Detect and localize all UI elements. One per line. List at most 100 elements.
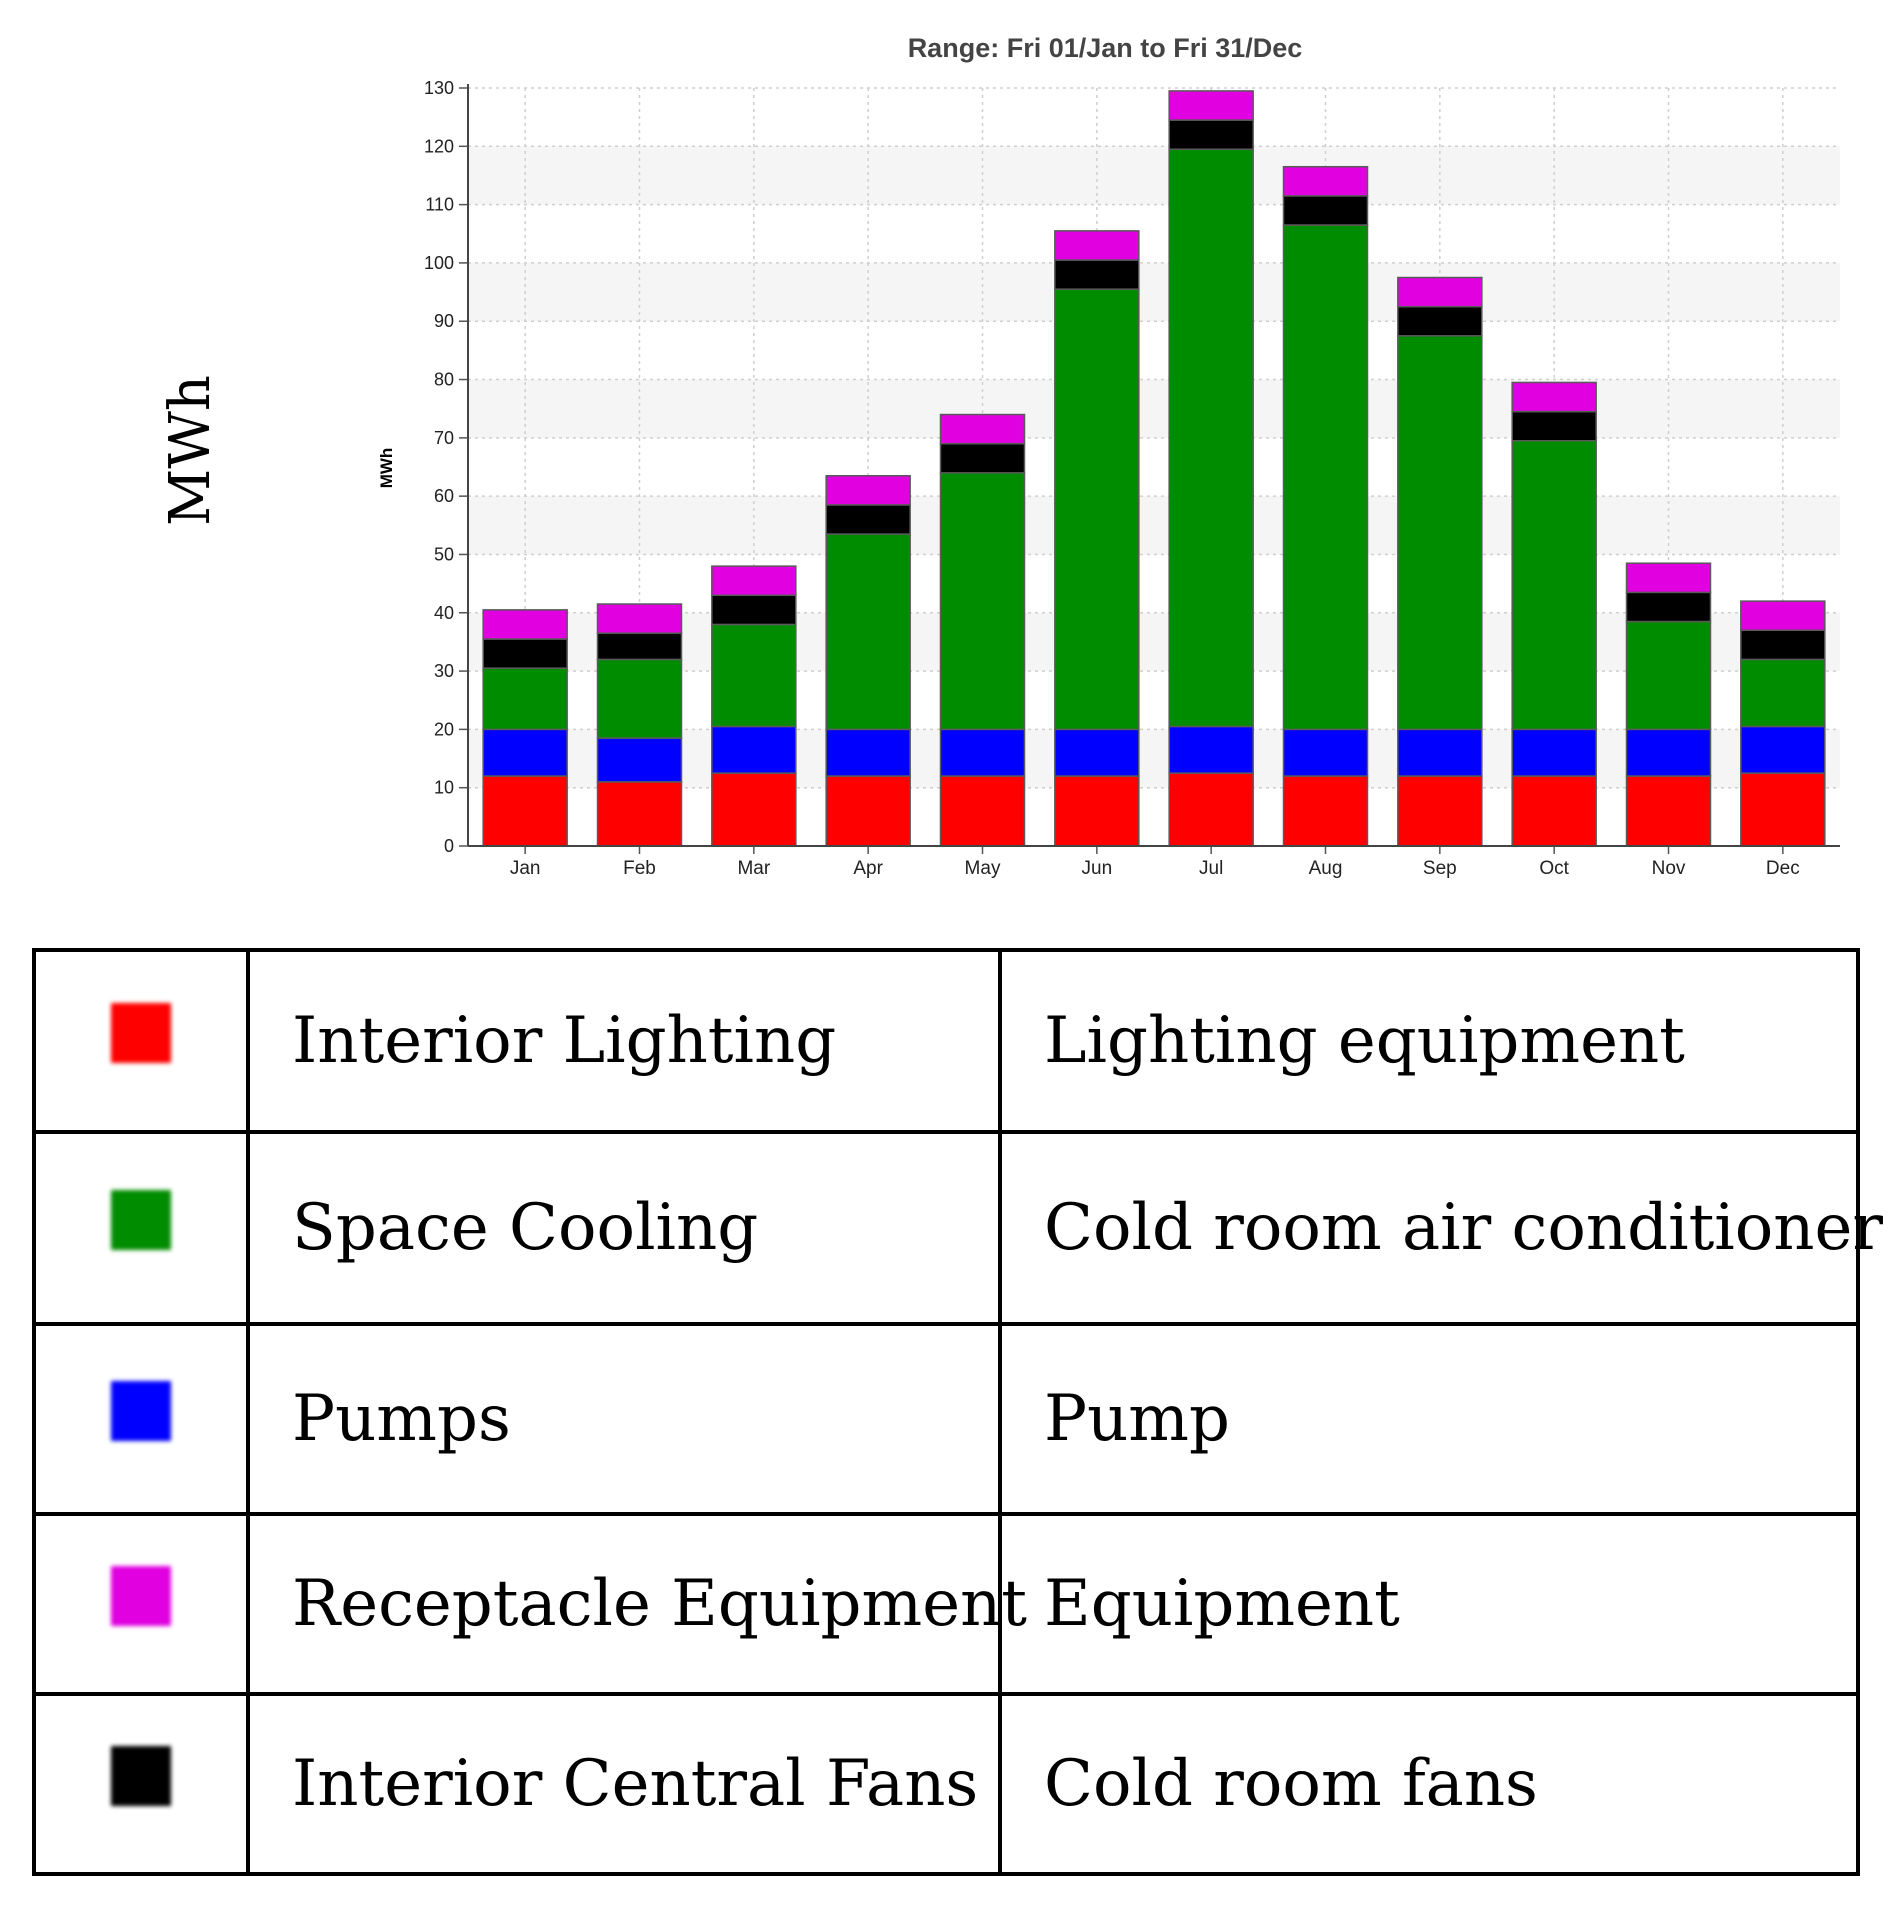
y-tick-label: 110 — [425, 195, 454, 215]
plot-band — [468, 729, 1840, 788]
bar-segment — [1740, 725, 1826, 774]
legend-description: Equipment — [998, 1512, 1860, 1696]
x-tick-label: Nov — [1652, 858, 1686, 879]
bar-segment — [1282, 775, 1369, 847]
bar-segment — [939, 472, 1026, 731]
bar-segment — [1397, 305, 1483, 337]
bar-segment — [711, 594, 797, 626]
y-tick-label: 100 — [424, 253, 454, 273]
bar-segment — [939, 442, 1026, 474]
legend-category: Receptacle Equipment — [246, 1512, 1027, 1696]
legend-swatch — [111, 1746, 171, 1806]
bar-segment — [711, 565, 797, 597]
chart-bars — [482, 90, 1826, 847]
bar-segment — [1625, 775, 1712, 847]
bar-segment — [711, 772, 797, 847]
legend-swatch — [111, 1003, 171, 1063]
legend-swatch-cell — [32, 1512, 250, 1696]
y-tick-label: 10 — [434, 778, 454, 798]
y-tick-label: 90 — [434, 311, 454, 331]
bar-segment — [825, 728, 911, 777]
y-tick-label: 0 — [444, 836, 454, 856]
bar-segment — [1625, 562, 1712, 594]
bar-segment — [1054, 288, 1140, 731]
bar-segment — [482, 775, 568, 847]
bar-segment — [596, 603, 683, 634]
legend-row: Space Cooling Cold room air conditioner — [32, 1130, 1883, 1326]
legend-row: Receptacle Equipment Equipment — [32, 1512, 1860, 1696]
bar-segment — [596, 658, 683, 739]
x-tick-label: Aug — [1309, 858, 1343, 879]
legend-swatch — [111, 1190, 171, 1250]
bar-segment — [1054, 775, 1140, 847]
bar-segment — [939, 413, 1026, 445]
legend-row: Interior Central Fans Cold room fans — [32, 1692, 1860, 1876]
bar-segment — [1054, 259, 1140, 290]
x-tick-label: Jul — [1199, 858, 1223, 879]
legend-swatch — [111, 1381, 171, 1441]
bar-segment — [482, 609, 568, 640]
legend-table: Interior Lighting Lighting equipment Space… — [32, 948, 1883, 1876]
bar-segment — [1511, 728, 1597, 777]
bar-segment — [825, 533, 911, 731]
x-tick-label: Mar — [737, 858, 770, 879]
y-axis-label: MWh — [377, 448, 396, 489]
bar-segment — [1168, 148, 1254, 728]
bar-segment — [1625, 620, 1712, 731]
bar-segment — [482, 728, 568, 777]
legend-description: Lighting equipment — [998, 948, 1860, 1134]
y-tick-label: 40 — [434, 603, 454, 623]
plot-band — [468, 379, 1840, 438]
legend-row: Interior Lighting Lighting equipment — [32, 948, 1860, 1134]
y-tick-label: 120 — [424, 136, 454, 156]
bar-segment — [1397, 335, 1483, 731]
bar-segment — [1740, 600, 1826, 632]
bar-segment — [1625, 591, 1712, 623]
legend-description: Cold room fans — [998, 1692, 1860, 1876]
legend-row: Pumps Pump — [32, 1322, 1860, 1516]
bar-segment — [1282, 224, 1369, 731]
bar-segment — [1168, 725, 1254, 774]
legend-swatch — [111, 1566, 171, 1626]
bar-segment — [825, 474, 911, 506]
bar-segment — [939, 775, 1026, 847]
x-tick-label: Oct — [1539, 858, 1569, 879]
x-tick-label: Apr — [853, 858, 883, 879]
x-tick-label: Feb — [623, 858, 656, 879]
chart-title: Range: Fri 01/Jan to Fri 31/Dec — [908, 33, 1303, 63]
bar-segment — [1511, 410, 1597, 442]
bar-segment — [1511, 381, 1597, 413]
x-tick-label: Jun — [1082, 858, 1113, 879]
bar-segment — [1397, 276, 1483, 308]
legend-category: Pumps — [246, 1322, 1002, 1516]
y-tick-label: 50 — [434, 544, 454, 564]
bar-segment — [711, 623, 797, 728]
bar-segment — [1740, 658, 1826, 728]
plot-background — [468, 146, 1840, 788]
bar-segment — [1054, 230, 1140, 261]
legend-description: Pump — [998, 1322, 1860, 1516]
legend-swatch-cell — [32, 948, 250, 1134]
x-tick-label: May — [965, 858, 1001, 879]
bar-segment — [1168, 90, 1254, 121]
bar-segment — [1397, 775, 1483, 847]
bar-segment — [596, 781, 683, 847]
legend-swatch-cell — [32, 1130, 250, 1326]
y-tick-label: 130 — [424, 78, 454, 98]
x-tick-label: Dec — [1766, 858, 1800, 879]
plot-band — [468, 262, 1840, 322]
bar-segment — [1625, 728, 1712, 777]
bar-segment — [1511, 775, 1597, 847]
bar-segment — [482, 638, 568, 669]
y-tick-label: 60 — [434, 486, 454, 506]
legend-swatch-cell — [32, 1322, 250, 1516]
bar-segment — [596, 632, 683, 661]
bar-segment — [1168, 119, 1254, 150]
bar-segment — [482, 667, 568, 731]
legend-swatch-cell — [32, 1692, 250, 1876]
bar-segment — [1282, 165, 1369, 197]
bar-segment — [1168, 772, 1254, 847]
y-tick-label: 80 — [434, 370, 454, 390]
y-tick-label: 70 — [434, 428, 454, 448]
y-tick-label: 30 — [434, 661, 454, 681]
